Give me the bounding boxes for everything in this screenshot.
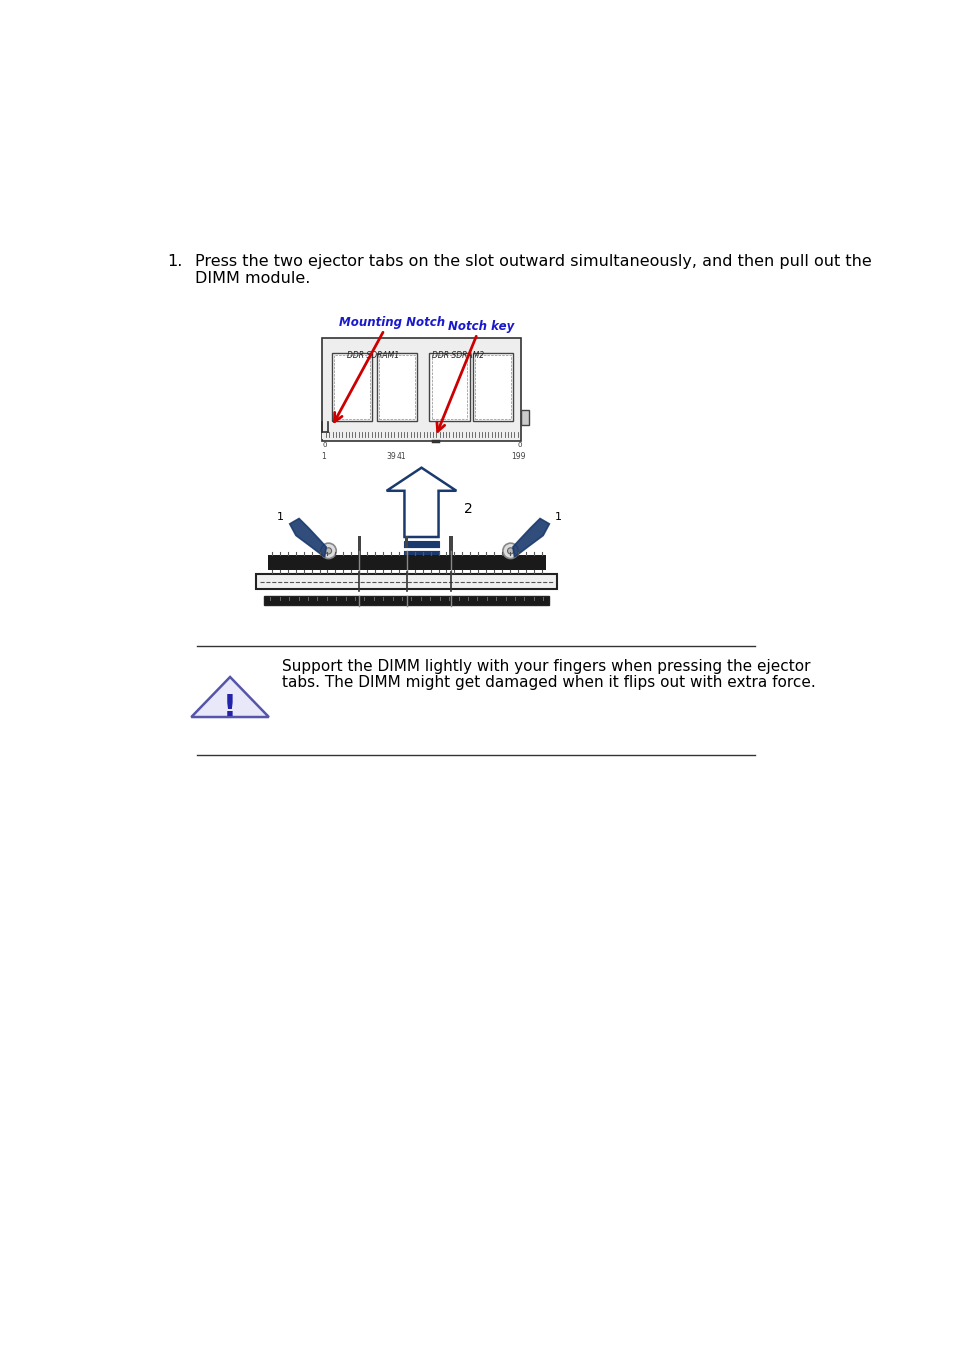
Bar — [357, 536, 360, 555]
Bar — [472, 352, 513, 421]
Text: 1: 1 — [555, 513, 561, 522]
Text: 2: 2 — [464, 501, 473, 516]
Bar — [264, 595, 549, 605]
Text: Notch key: Notch key — [448, 320, 514, 333]
Text: Support the DIMM lightly with your fingers when pressing the ejector: Support the DIMM lightly with your finge… — [282, 659, 810, 675]
Bar — [521, 410, 529, 425]
Text: 0: 0 — [517, 443, 521, 448]
Text: !: ! — [223, 693, 236, 722]
Bar — [256, 574, 557, 590]
Bar — [431, 355, 467, 420]
Bar — [268, 555, 545, 570]
Text: 41: 41 — [396, 451, 406, 460]
Text: 1: 1 — [321, 451, 326, 460]
Text: 1.: 1. — [167, 254, 182, 270]
Bar — [475, 355, 510, 420]
Text: 199: 199 — [511, 451, 525, 460]
Bar — [321, 432, 328, 439]
Polygon shape — [192, 676, 269, 717]
Bar — [334, 355, 369, 420]
Text: 1: 1 — [276, 513, 284, 522]
Text: 39: 39 — [386, 451, 395, 460]
Text: DIMM module.: DIMM module. — [195, 271, 311, 286]
Bar — [332, 352, 372, 421]
Bar — [429, 352, 469, 421]
Text: DDR SDRAM1: DDR SDRAM1 — [346, 351, 398, 360]
Bar — [449, 536, 452, 555]
Polygon shape — [513, 518, 549, 558]
Circle shape — [320, 543, 335, 559]
Text: DDR SDRAM2: DDR SDRAM2 — [432, 351, 483, 360]
Text: tabs. The DIMM might get damaged when it flips out with extra force.: tabs. The DIMM might get damaged when it… — [282, 675, 815, 690]
Text: Mounting Notch: Mounting Notch — [338, 316, 445, 329]
Text: 0: 0 — [322, 443, 327, 448]
Circle shape — [507, 548, 513, 554]
Text: Press the two ejector tabs on the slot outward simultaneously, and then pull out: Press the two ejector tabs on the slot o… — [195, 254, 871, 270]
Bar — [378, 355, 415, 420]
Circle shape — [502, 543, 517, 559]
Bar — [405, 536, 408, 555]
Bar — [376, 352, 416, 421]
Polygon shape — [290, 518, 326, 558]
Bar — [404, 541, 438, 558]
Circle shape — [325, 548, 332, 554]
Bar — [322, 338, 521, 440]
Polygon shape — [386, 467, 456, 537]
